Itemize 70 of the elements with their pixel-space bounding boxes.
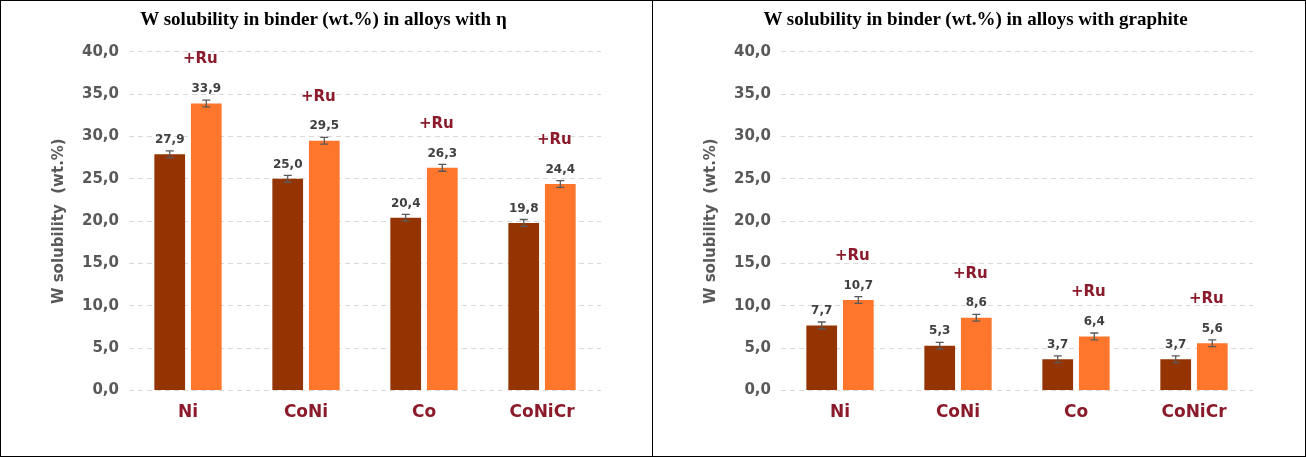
bar <box>842 299 874 391</box>
bar <box>1042 359 1074 391</box>
data-label: 5,3 <box>929 323 951 338</box>
y-axis-title: W solubility (wt.%) <box>700 138 719 305</box>
bar <box>924 345 956 391</box>
data-label: 29,5 <box>309 118 340 133</box>
y-tick-label: 35,0 <box>81 84 120 103</box>
bar <box>1196 343 1228 391</box>
x-tick-label: CoNi <box>935 401 981 422</box>
bar <box>390 217 422 391</box>
y-tick-label: 0,0 <box>744 380 772 399</box>
bar <box>154 154 186 391</box>
data-label: 27,9 <box>154 132 185 147</box>
y-tick-label: 30,0 <box>81 126 120 145</box>
bar <box>190 103 222 391</box>
data-label: 25,0 <box>272 156 303 171</box>
annotation: +Ru <box>1188 289 1224 308</box>
bar <box>806 325 838 391</box>
data-label: 3,7 <box>1165 337 1187 351</box>
annotation: +Ru <box>300 86 336 105</box>
bar <box>544 183 576 391</box>
data-label: 26,3 <box>427 145 458 160</box>
bar <box>960 317 992 391</box>
bar <box>508 222 540 391</box>
chart-title: W solubility in binder (wt.%) in alloys with graphite <box>763 8 1188 31</box>
bar <box>426 167 458 391</box>
data-label: 3,7 <box>1047 337 1069 351</box>
data-label: 20,4 <box>390 195 421 210</box>
y-tick-label: 0,0 <box>92 380 120 399</box>
data-label: 19,8 <box>508 200 539 215</box>
y-tick-label: 10,0 <box>733 295 772 314</box>
annotation: +Ru <box>834 245 870 264</box>
annotation: +Ru <box>536 129 572 148</box>
x-tick-label: Co <box>411 401 437 422</box>
y-tick-label: 35,0 <box>733 84 772 103</box>
y-tick-label: 20,0 <box>81 211 120 230</box>
y-tick-label: 15,0 <box>81 253 120 272</box>
bar <box>308 140 340 391</box>
y-tick-label: 25,0 <box>733 168 772 187</box>
annotation: +Ru <box>952 263 988 282</box>
annotation: +Ru <box>1070 282 1106 301</box>
data-label: 33,9 <box>191 81 222 96</box>
data-label: 24,4 <box>545 161 576 176</box>
y-tick-label: 40,0 <box>733 41 772 60</box>
bar <box>1078 336 1110 391</box>
x-tick-label: CoNiCr <box>1161 401 1228 422</box>
data-label: 5,6 <box>1201 320 1223 335</box>
data-label: 7,7 <box>811 303 833 318</box>
data-label: 6,4 <box>1083 314 1105 329</box>
x-tick-label: Ni <box>177 401 199 422</box>
y-tick-label: 10,0 <box>81 295 120 314</box>
data-label: 8,6 <box>965 295 987 310</box>
data-label: 10,7 <box>843 277 874 292</box>
y-tick-label: 15,0 <box>733 253 772 272</box>
bar <box>1160 359 1192 391</box>
y-tick-label: 25,0 <box>81 168 120 187</box>
y-tick-label: 30,0 <box>733 126 772 145</box>
chart-title: W solubility in binder (wt.%) in alloys with η <box>140 8 507 31</box>
x-tick-label: Co <box>1063 401 1089 422</box>
x-tick-label: CoNiCr <box>509 401 576 422</box>
annotation: +Ru <box>418 113 454 132</box>
annotation: +Ru <box>182 49 218 68</box>
x-tick-label: Ni <box>829 401 851 422</box>
y-tick-label: 20,0 <box>733 211 772 230</box>
y-tick-label: 40,0 <box>81 41 120 60</box>
y-tick-label: 5,0 <box>92 338 120 357</box>
y-tick-label: 5,0 <box>744 338 772 357</box>
x-tick-label: CoNi <box>283 401 329 422</box>
bar <box>272 178 304 391</box>
y-axis-title: W solubility (wt.%) <box>48 138 67 305</box>
